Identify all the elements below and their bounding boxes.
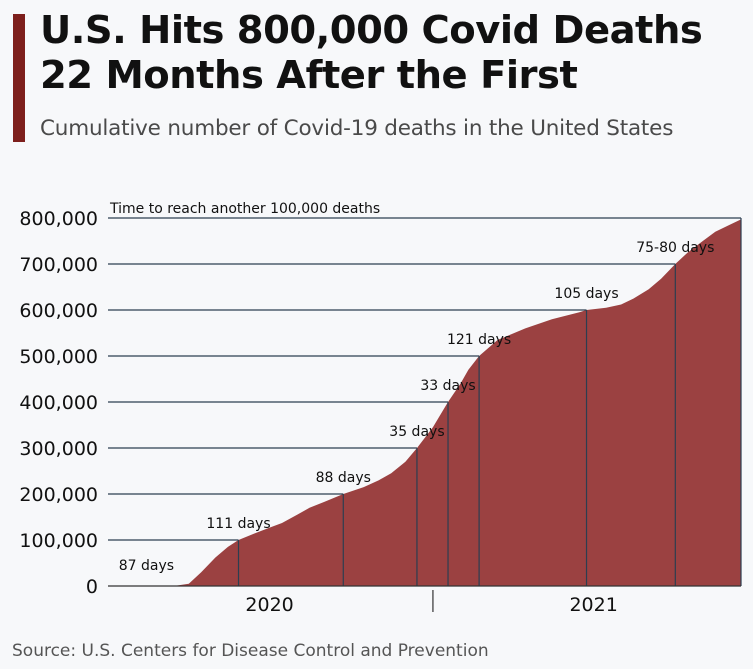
title-line-2: 22 Months After the First bbox=[40, 53, 578, 98]
x-tick-label-0: 2020 bbox=[245, 594, 293, 616]
milestone-label-4: 33 days bbox=[420, 378, 475, 394]
x-tick-label-1: 2021 bbox=[569, 594, 617, 616]
y-tick-label-5: 500,000 bbox=[19, 346, 98, 368]
chart-subtitle: Cumulative number of Covid-19 deaths in … bbox=[40, 116, 674, 141]
y-tick-label-0: 0 bbox=[86, 576, 98, 598]
milestone-label-2: 88 days bbox=[316, 470, 371, 486]
y-tick-label-8: 800,000 bbox=[19, 208, 98, 230]
y-tick-label-2: 200,000 bbox=[19, 484, 98, 506]
y-tick-label-3: 300,000 bbox=[19, 438, 98, 460]
title-accent-bar bbox=[13, 14, 25, 142]
milestone-header-label: Time to reach another 100,000 deaths bbox=[109, 201, 380, 217]
milestone-label-7: 75-80 days bbox=[636, 240, 714, 256]
y-tick-label-6: 600,000 bbox=[19, 300, 98, 322]
chart-title: U.S. Hits 800,000 Covid Deaths 22 Months… bbox=[40, 8, 703, 98]
milestone-label-1: 111 days bbox=[206, 516, 270, 532]
milestone-label-0: 87 days bbox=[119, 558, 174, 574]
title-line-1: U.S. Hits 800,000 Covid Deaths bbox=[40, 8, 703, 53]
milestone-label-6: 105 days bbox=[554, 286, 618, 302]
y-tick-label-1: 100,000 bbox=[19, 530, 98, 552]
y-tick-label-7: 700,000 bbox=[19, 254, 98, 276]
deaths-area bbox=[160, 219, 741, 586]
milestone-label-3: 35 days bbox=[389, 424, 444, 440]
milestone-label-5: 121 days bbox=[447, 332, 511, 348]
source-note: Source: U.S. Centers for Disease Control… bbox=[12, 641, 489, 661]
y-tick-label-4: 400,000 bbox=[19, 392, 98, 414]
